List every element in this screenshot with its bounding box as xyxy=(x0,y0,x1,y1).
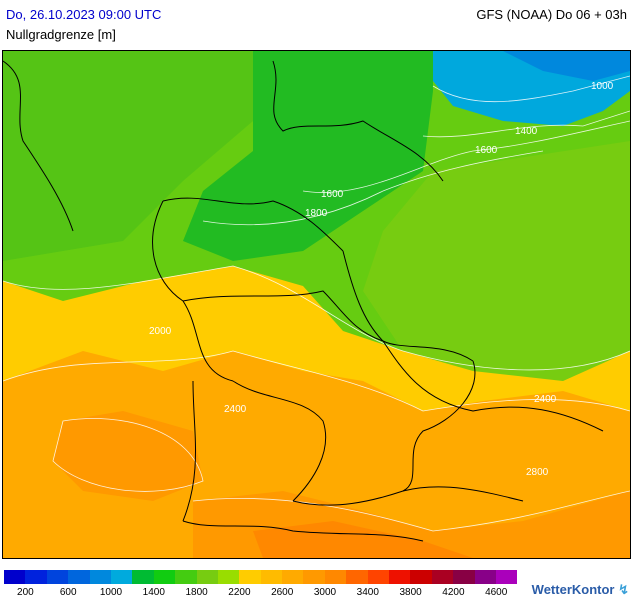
legend-tick-label: 1000 xyxy=(99,587,123,598)
brand-name: WetterKontor xyxy=(531,582,615,597)
legend-swatch xyxy=(303,570,325,584)
color-scale-legend xyxy=(4,570,518,584)
contour-label: 1000 xyxy=(591,81,614,92)
freezing-level-map: 1000 1400 1600 1600 1800 2000 2400 2400 … xyxy=(2,50,631,559)
parameter-title: Nullgradgrenze [m] xyxy=(6,27,116,42)
legend-tick-label: 600 xyxy=(59,587,77,598)
brand-logo-icon: ↯ xyxy=(614,582,629,597)
map-canvas: 1000 1400 1600 1600 1800 2000 2400 2400 … xyxy=(3,51,630,558)
legend-swatch xyxy=(474,570,496,584)
country-borders xyxy=(3,60,604,542)
contour-label: 2800 xyxy=(526,467,549,478)
legend-swatch xyxy=(346,570,368,584)
region-green-nw xyxy=(3,51,263,261)
contour-label: 1400 xyxy=(515,126,538,137)
legend-swatch xyxy=(239,570,261,584)
contour-label: 1800 xyxy=(305,208,328,219)
region-orange-west xyxy=(53,411,203,501)
contour-label: 2400 xyxy=(534,394,557,405)
legend-swatch xyxy=(495,570,518,584)
legend-swatch xyxy=(217,570,240,584)
legend-tick-label: 2600 xyxy=(271,587,294,598)
legend-swatch xyxy=(4,570,26,584)
legend-tick-label: 3400 xyxy=(356,587,379,598)
region-blue-dark xyxy=(503,51,630,81)
contour-label: 1600 xyxy=(475,145,498,156)
legend-swatch xyxy=(410,570,432,584)
legend-swatch xyxy=(25,570,47,584)
legend-tick-label: 4200 xyxy=(442,587,465,598)
legend-tick-label: 1400 xyxy=(142,587,165,598)
legend-swatch xyxy=(153,570,176,584)
legend-swatch xyxy=(46,570,69,584)
legend-tick-label: 3800 xyxy=(399,587,422,598)
legend-tick-labels: 200 600 1000 1400 1800 2200 2600 3000 3400 3800 42… xyxy=(4,587,524,599)
region-orange-deep xyxy=(253,521,473,558)
forecast-datetime: Do, 26.10.2023 09:00 UTC xyxy=(6,7,162,22)
legend-swatch xyxy=(68,570,90,584)
region-green-east xyxy=(363,141,630,381)
legend-swatch xyxy=(196,570,218,584)
contour-label: 2000 xyxy=(149,326,172,337)
legend-swatch xyxy=(260,570,283,584)
legend-swatch xyxy=(132,570,154,584)
legend-swatch xyxy=(431,570,454,584)
legend-swatch xyxy=(282,570,304,584)
legend-tick-label: 2200 xyxy=(228,587,251,598)
legend-swatch xyxy=(324,570,347,584)
legend-swatch xyxy=(89,570,111,584)
legend-swatch xyxy=(367,570,390,584)
legend-tick-label: 1800 xyxy=(185,587,208,598)
region-orange xyxy=(3,351,630,558)
legend-tick-label: 3000 xyxy=(313,587,337,598)
model-run-label: GFS (NOAA) Do 06 + 03h xyxy=(476,7,627,22)
contour-label: 2400 xyxy=(224,404,247,415)
legend-swatch xyxy=(175,570,197,584)
legend-swatch xyxy=(453,570,475,584)
wetterkontor-logo: WetterKontor ↯ xyxy=(532,582,629,598)
contour-label: 1600 xyxy=(321,189,344,200)
legend-tick-label: 4600 xyxy=(485,587,508,598)
legend-tick-label: 200 xyxy=(17,587,34,598)
region-green-dark xyxy=(183,51,433,261)
isolines xyxy=(3,75,630,532)
legend-swatch xyxy=(110,570,133,584)
legend-swatch xyxy=(389,570,411,584)
